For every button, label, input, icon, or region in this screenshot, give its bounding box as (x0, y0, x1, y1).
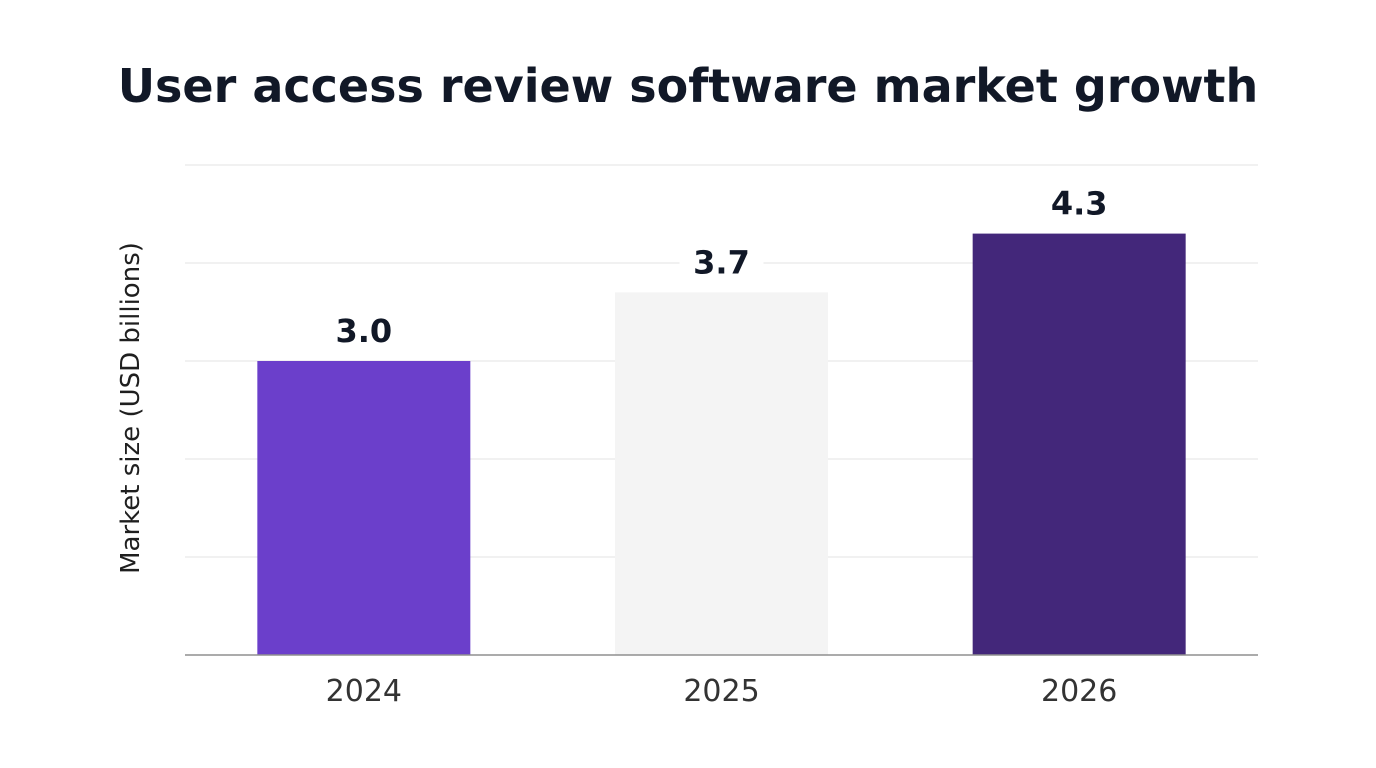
bar-2024 (257, 361, 471, 655)
data-label-2025: 3.7 (693, 243, 750, 281)
x-tick-label-2026: 2026 (1041, 674, 1117, 709)
x-tick-label-2025: 2025 (683, 674, 759, 709)
bars (257, 233, 1186, 655)
labels: 3.0 2024 3.7 2025 4.3 2026 Market size (USD bi… (116, 183, 1122, 709)
data-label-backdrop (321, 311, 406, 351)
data-label-2024: 3.0 (335, 312, 392, 350)
bar-2025 (615, 292, 828, 655)
y-axis-label: Market size (USD billions) (116, 242, 146, 574)
chart-title: User access review software market growt… (117, 59, 1259, 113)
data-label-backdrop (1037, 183, 1122, 224)
data-label-backdrop (679, 242, 764, 283)
data-label-2026: 4.3 (1051, 185, 1108, 223)
bar-2026 (972, 233, 1186, 655)
x-tick-label-2024: 2024 (326, 674, 402, 709)
